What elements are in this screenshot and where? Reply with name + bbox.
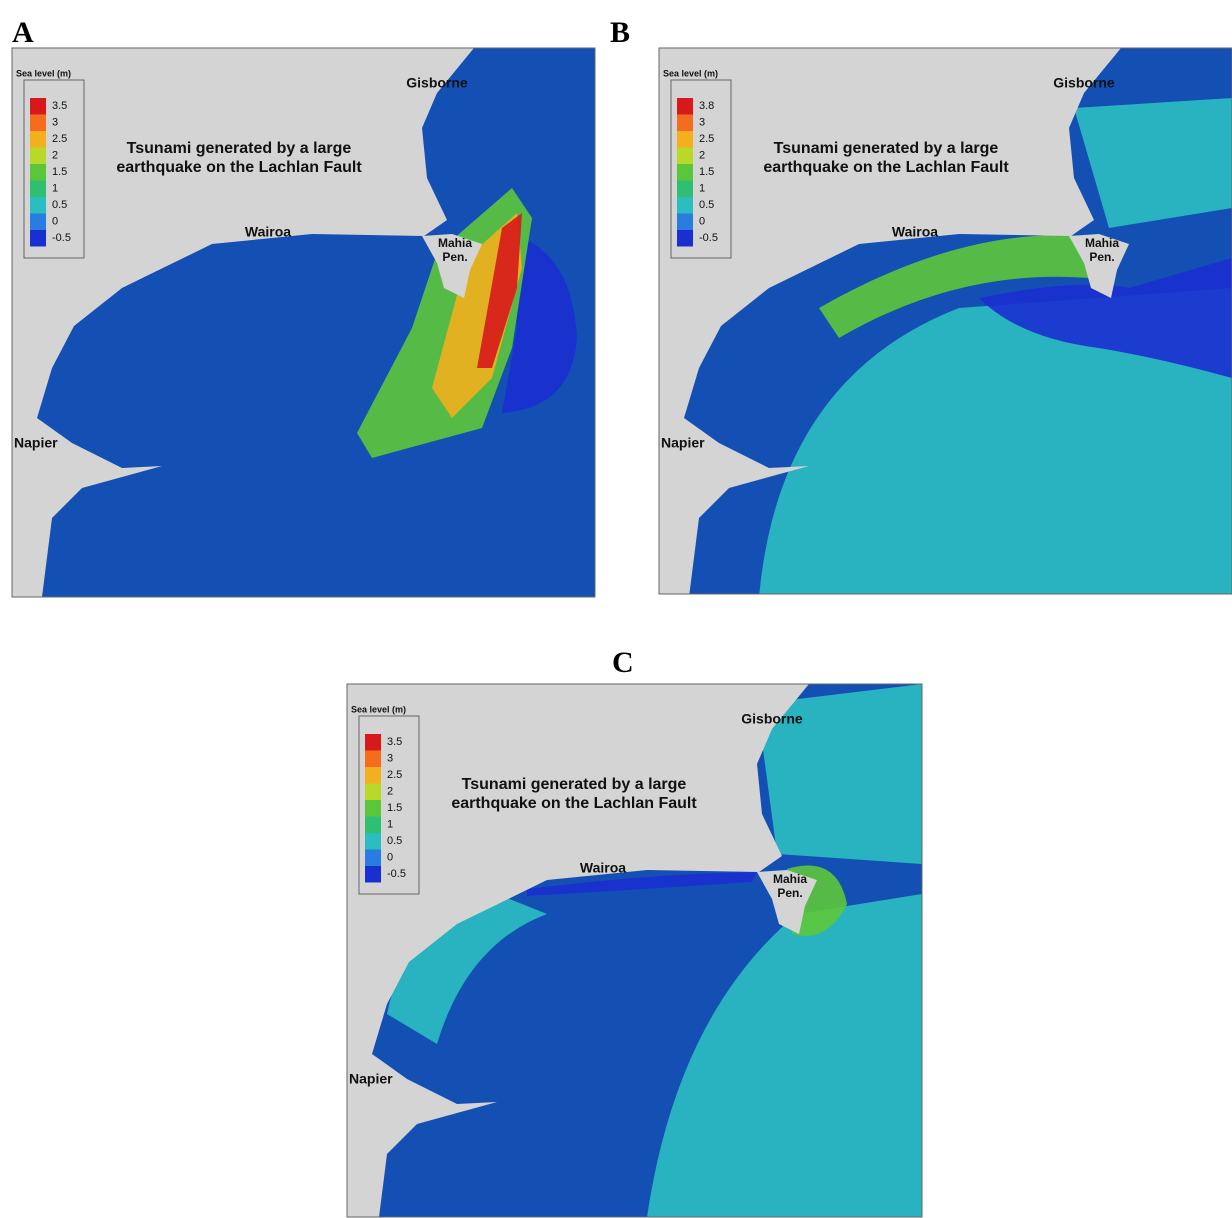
headline: Tsunami generated by a large (127, 140, 352, 157)
legend-value: 3.5 (52, 100, 67, 112)
legend-value: 2.5 (699, 133, 714, 145)
place-label: Gisborne (406, 75, 468, 91)
headline: earthquake on the Lachlan Fault (763, 159, 1009, 176)
legend-value: 1 (699, 182, 705, 194)
legend-swatch (30, 115, 46, 132)
map (347, 684, 922, 1218)
map-panel: Sea level (m) 3.5 3 2.5 2 1.5 1 0.5 0 -0.5 Tsunami… (347, 684, 922, 1218)
legend-value: -0.5 (52, 232, 71, 244)
place-label: Napier (661, 435, 705, 451)
panel-label: B (610, 16, 630, 49)
legend-swatch (365, 800, 381, 817)
legend-value: -0.5 (699, 232, 718, 244)
legend-swatch (677, 148, 693, 165)
legend-swatch (365, 833, 381, 850)
legend-value: 2 (387, 785, 393, 797)
place-label: Pen. (442, 250, 467, 264)
legend-swatch (677, 98, 693, 115)
place-label: Wairoa (892, 224, 938, 240)
figure: A Sea level (m) 3.5 3 2.5 2 1.5 1 0.5 0 -0.5 Tsunam… (0, 0, 1232, 1218)
legend-value: 0 (699, 215, 705, 227)
map-panel: Sea level (m) 3.8 3 2.5 2 1.5 1 0.5 0 -0.5 Tsunami… (659, 48, 1232, 597)
legend-title: Sea level (m) (663, 68, 718, 78)
legend-swatch (365, 850, 381, 867)
legend-swatch (30, 98, 46, 115)
legend-value: 1.5 (699, 166, 714, 178)
place-label: Gisborne (1053, 75, 1115, 91)
legend-value: 0 (52, 215, 58, 227)
legend-swatch (677, 230, 693, 247)
place-label: Pen. (1089, 250, 1114, 264)
legend-value: 2.5 (387, 769, 402, 781)
legend-swatch (677, 181, 693, 198)
legend-value: 0.5 (52, 199, 67, 211)
legend-value: 0.5 (387, 835, 402, 847)
legend-value: 0 (387, 851, 393, 863)
legend-swatch (365, 767, 381, 784)
headline: earthquake on the Lachlan Fault (451, 795, 697, 812)
place-label: Napier (349, 1071, 393, 1087)
place-label: Gisborne (741, 711, 803, 727)
legend-value: 1 (387, 818, 393, 830)
map (659, 48, 1232, 597)
legend-swatch (677, 131, 693, 148)
legend-swatch (677, 214, 693, 231)
place-label: Napier (14, 435, 58, 451)
legend-value: 2 (52, 149, 58, 161)
legend-swatch (30, 148, 46, 165)
legend-value: -0.5 (387, 868, 406, 880)
panel-label: C (612, 646, 634, 679)
place-label: Pen. (777, 886, 802, 900)
legend-value: 3.8 (699, 100, 714, 112)
headline: earthquake on the Lachlan Fault (116, 159, 362, 176)
legend-value: 3.5 (387, 736, 402, 748)
legend-value: 2.5 (52, 133, 67, 145)
legend-swatch (30, 181, 46, 198)
legend-value: 3 (699, 116, 705, 128)
legend-swatch (30, 131, 46, 148)
headline: Tsunami generated by a large (462, 776, 687, 793)
legend-value: 1 (52, 182, 58, 194)
map (12, 48, 595, 597)
legend-value: 3 (387, 752, 393, 764)
place-label: Mahia (438, 236, 472, 250)
legend-title: Sea level (m) (351, 704, 406, 714)
legend-swatch (30, 214, 46, 231)
legend-swatch (30, 230, 46, 247)
legend-value: 3 (52, 116, 58, 128)
headline: Tsunami generated by a large (774, 140, 999, 157)
map-panel: Sea level (m) 3.5 3 2.5 2 1.5 1 0.5 0 -0.5 Tsunami… (12, 48, 595, 597)
legend-swatch (30, 197, 46, 214)
legend-swatch (365, 734, 381, 751)
legend-swatch (365, 784, 381, 801)
place-label: Wairoa (245, 224, 291, 240)
place-label: Wairoa (580, 860, 626, 876)
legend-value: 0.5 (699, 199, 714, 211)
legend-title: Sea level (m) (16, 68, 71, 78)
legend-swatch (30, 164, 46, 181)
legend-value: 1.5 (52, 166, 67, 178)
legend-swatch (677, 164, 693, 181)
place-label: Mahia (1085, 236, 1119, 250)
panel-label: A (12, 16, 34, 49)
legend-swatch (365, 817, 381, 834)
legend-value: 1.5 (387, 802, 402, 814)
legend-swatch (365, 866, 381, 883)
legend-swatch (677, 197, 693, 214)
place-label: Mahia (773, 872, 807, 886)
legend-swatch (677, 115, 693, 132)
legend-value: 2 (699, 149, 705, 161)
legend-swatch (365, 751, 381, 768)
